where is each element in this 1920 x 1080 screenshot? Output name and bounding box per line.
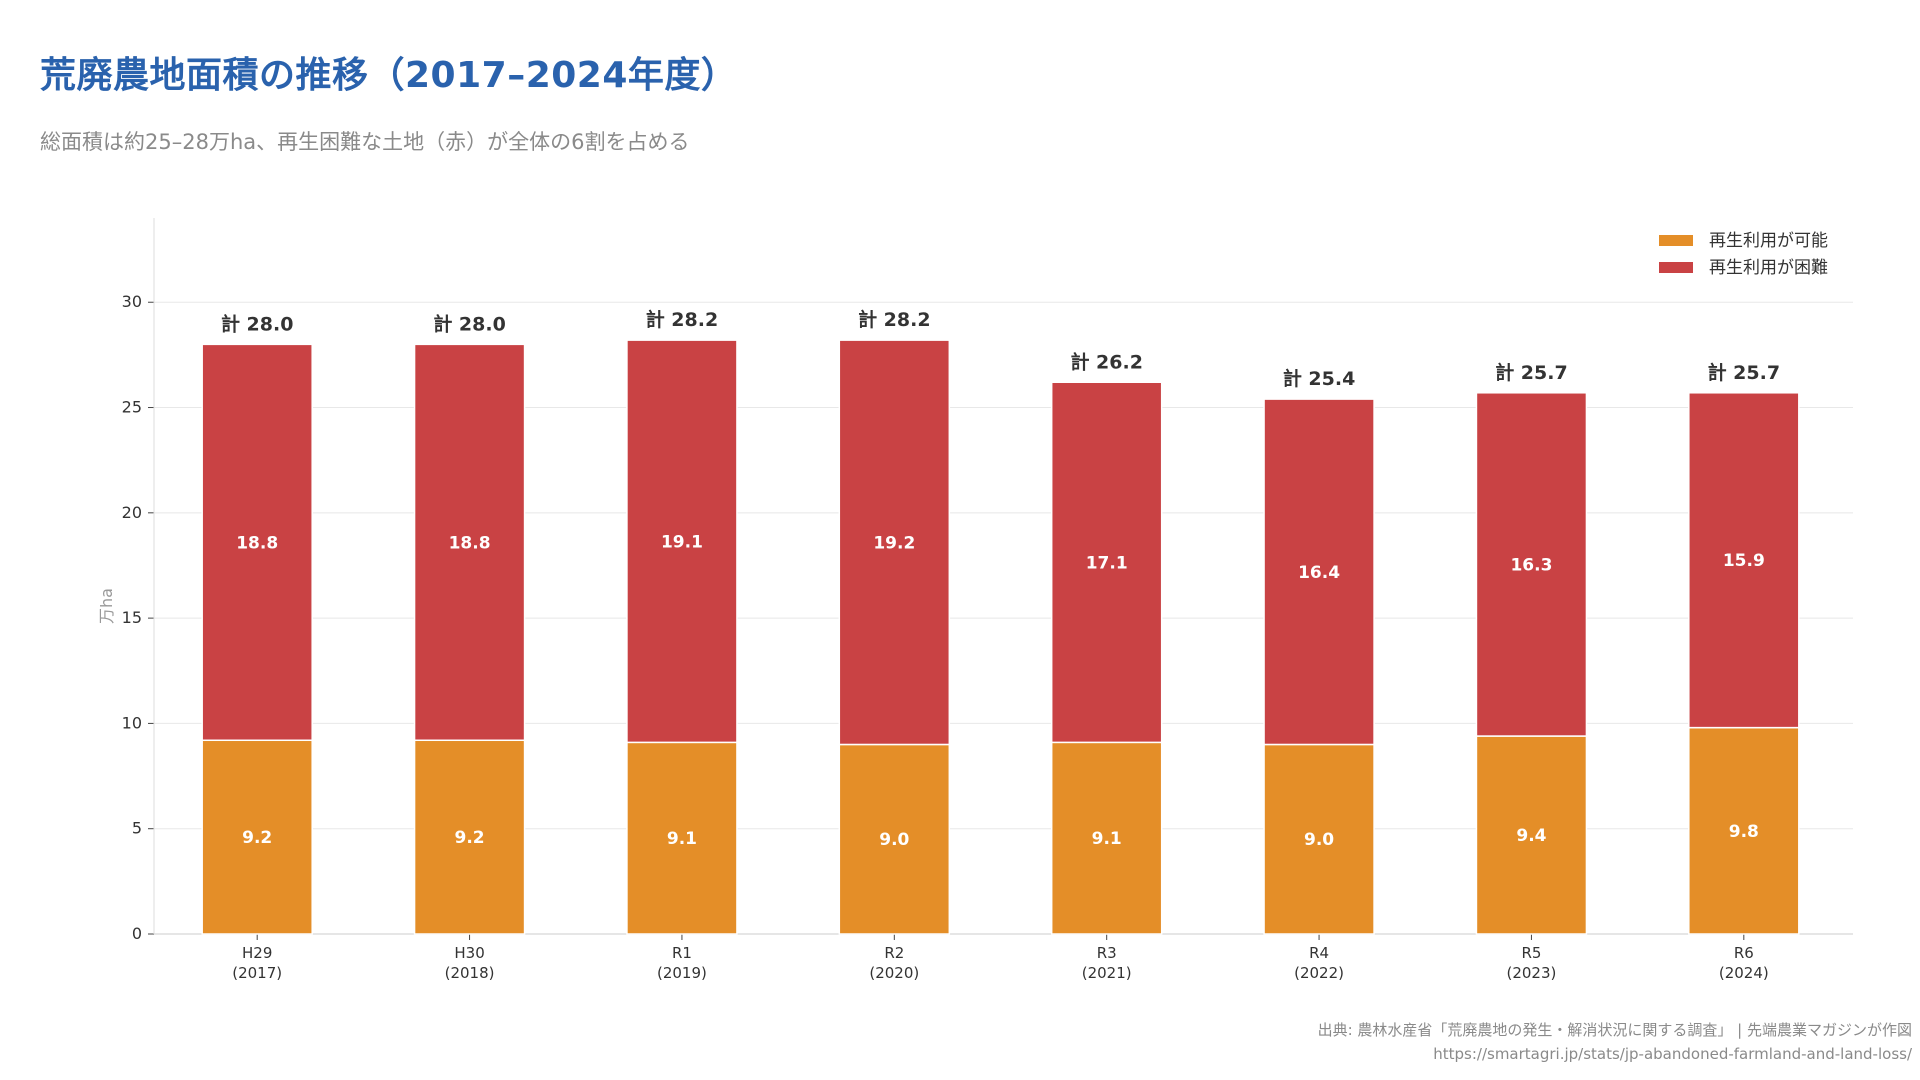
y-tick-label: 5 <box>132 819 142 838</box>
segment-value-label: 9.0 <box>1304 830 1334 850</box>
x-tick-label: R3 <box>1097 944 1117 962</box>
total-value-label: 計 26.2 <box>1070 350 1143 373</box>
y-tick-label: 10 <box>122 713 142 732</box>
segment-value-label: 9.8 <box>1729 822 1759 842</box>
y-tick-label: 15 <box>122 608 142 627</box>
segment-value-label: 15.9 <box>1723 551 1765 571</box>
bar-segment-difficult <box>1263 398 1375 746</box>
x-tick-label: (2023) <box>1506 964 1556 982</box>
total-value-label: 計 28.2 <box>858 308 931 331</box>
segment-value-label: 16.4 <box>1298 563 1340 583</box>
y-tick-label: 25 <box>122 398 142 417</box>
x-tick-label: (2017) <box>232 964 282 982</box>
bar-segment-difficult <box>1688 392 1800 729</box>
total-value-label: 計 25.4 <box>1283 367 1356 390</box>
x-tick-label: (2022) <box>1294 964 1344 982</box>
y-axis-label: 万ha <box>97 588 116 624</box>
bar-segment-reclaimable <box>413 739 526 935</box>
bar-segment-difficult <box>1475 392 1588 737</box>
bar-segment-reclaimable <box>1050 741 1163 935</box>
segment-value-label: 9.2 <box>455 828 485 848</box>
legend-swatch-reclaimable <box>1659 235 1693 246</box>
x-tick-label: R4 <box>1309 944 1329 962</box>
legend-swatch-difficult <box>1659 262 1693 273</box>
bar-segment-reclaimable <box>1475 735 1588 935</box>
bar-segment-reclaimable <box>838 743 951 935</box>
x-tick-label: (2019) <box>657 964 707 982</box>
segment-value-label: 9.0 <box>879 830 909 850</box>
bar-segment-difficult <box>626 339 738 744</box>
bars <box>201 339 1800 935</box>
x-tick-label: (2024) <box>1719 964 1769 982</box>
bar-segment-difficult <box>413 343 526 742</box>
total-value-label: 計 25.7 <box>1708 361 1781 384</box>
x-tick-label: (2021) <box>1082 964 1132 982</box>
source-url[interactable]: https://smartagri.jp/stats/jp-abandoned-… <box>1433 1045 1912 1063</box>
segment-value-label: 9.4 <box>1516 826 1546 846</box>
bar-segment-difficult <box>201 343 313 742</box>
y-tick-label: 20 <box>122 503 142 522</box>
legend-label: 再生利用が可能 <box>1709 231 1828 251</box>
total-value-label: 計 28.2 <box>646 308 719 331</box>
y-tick-label: 0 <box>132 924 142 943</box>
x-tick-label: R2 <box>884 944 904 962</box>
source-note: 出典: 農林水産省「荒廃農地の発生・解消状況に関する調査」 | 先端農業マガジン… <box>1317 1021 1912 1039</box>
chart-subtitle: 総面積は約25–28万ha、再生困難な土地（赤）が全体の6割を占める <box>40 130 690 154</box>
total-value-label: 計 28.0 <box>433 312 506 335</box>
bar-segment-difficult <box>838 339 951 746</box>
bar-segment-reclaimable <box>201 739 313 935</box>
bar-segment-reclaimable <box>1688 726 1800 935</box>
x-tick-label: R1 <box>672 944 692 962</box>
total-value-label: 計 25.7 <box>1495 361 1568 384</box>
bar-segment-reclaimable <box>1263 743 1375 935</box>
bar-segment-reclaimable <box>626 741 738 935</box>
axes: 0 5 10 15 20 25 30 万ha H29 (2017) H30 (2018) R1 (2019… <box>97 218 1853 982</box>
x-tick-label: H29 <box>242 944 272 962</box>
segment-value-label: 18.8 <box>449 533 491 553</box>
segment-value-label: 9.1 <box>1092 829 1122 849</box>
segment-value-label: 17.1 <box>1086 553 1128 573</box>
x-tick-label: H30 <box>454 944 484 962</box>
x-tick-label: (2020) <box>869 964 919 982</box>
legend-label: 再生利用が困難 <box>1709 258 1828 278</box>
segment-value-label: 9.2 <box>242 828 272 848</box>
stacked-bar-chart: 0 5 10 15 20 25 30 万ha H29 (2017) H30 (2018) R1 (2019… <box>97 218 1853 982</box>
x-tick-label: (2018) <box>445 964 495 982</box>
segment-value-label: 9.1 <box>667 829 697 849</box>
segment-value-label: 18.8 <box>236 533 278 553</box>
y-tick-label: 30 <box>122 292 142 311</box>
total-value-label: 計 28.0 <box>221 312 294 335</box>
bar-segment-difficult <box>1050 381 1163 744</box>
segment-value-label: 19.1 <box>661 532 703 552</box>
data-labels: 9.2 18.8 計 28.0 9.2 18.8 計 28.0 9.1 19.1 計 28.2 9… <box>221 308 1780 850</box>
gridlines <box>154 301 1853 830</box>
segment-value-label: 19.2 <box>873 533 915 553</box>
x-tick-label: R6 <box>1734 944 1754 962</box>
x-tick-label: R5 <box>1521 944 1541 962</box>
segment-value-label: 16.3 <box>1510 555 1552 575</box>
chart-title: 荒廃農地面積の推移（2017–2024年度） <box>40 55 738 96</box>
